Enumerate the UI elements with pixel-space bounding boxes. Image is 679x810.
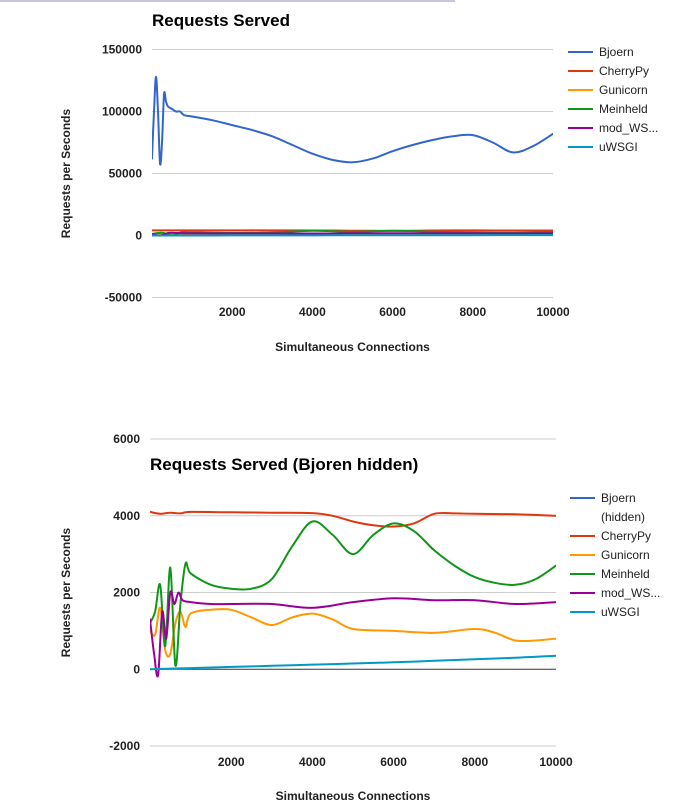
series-line-bjoern <box>152 75 553 166</box>
x-tick-label: 8000 <box>461 755 488 769</box>
y-tick-label: -50000 <box>105 291 143 305</box>
top-divider <box>0 0 455 2</box>
x-tick-label: 4000 <box>299 755 326 769</box>
legend-item-mod-ws[interactable]: mod_WS... <box>601 586 660 600</box>
y-tick-label: 100000 <box>102 105 142 119</box>
legend-item-bjoern[interactable]: Bjoern <box>599 45 634 59</box>
y-tick-label: 6000 <box>113 432 140 446</box>
x-axis-label: Simultaneous Connections <box>276 789 431 803</box>
x-tick-label: 10000 <box>539 755 573 769</box>
series-line-mod-ws <box>152 231 553 237</box>
legend-item-mod-ws[interactable]: mod_WS... <box>599 121 658 135</box>
series-line-gunicorn <box>150 606 556 658</box>
legend-item-gunicorn[interactable]: Gunicorn <box>599 83 648 97</box>
legend-item-meinheld[interactable]: Meinheld <box>601 567 650 581</box>
x-tick-label: 4000 <box>299 305 326 319</box>
x-tick-label: 6000 <box>379 305 406 319</box>
x-tick-label: 10000 <box>536 305 570 319</box>
series-line-uwsgi <box>150 654 556 671</box>
series-line-meinheld <box>150 520 556 667</box>
legend-item-uwsgi[interactable]: uWSGI <box>599 140 638 154</box>
y-axis-label: Requests per Seconds <box>59 527 73 657</box>
x-tick-label: 6000 <box>380 755 407 769</box>
legend-item-bjoern[interactable]: Bjoern <box>601 491 636 505</box>
chart-title: Requests Served (Bjoren hidden) <box>150 455 418 474</box>
chart-requests-served: Requests Served 150000 100000 50000 0 -50000 2… <box>59 11 658 354</box>
x-tick-label: 2000 <box>218 755 245 769</box>
y-tick-label: -2000 <box>109 739 140 753</box>
x-tick-label: 8000 <box>459 305 486 319</box>
x-tick-label: 2000 <box>219 305 246 319</box>
legend-item-cherrypy[interactable]: CherryPy <box>601 529 651 543</box>
y-tick-label: 50000 <box>109 167 143 181</box>
chart-requests-served-bjoren-hidden: Requests Served (Bjoren hidden) 6000 4000 2… <box>59 432 660 803</box>
y-axis-label: Requests per Seconds <box>59 108 73 238</box>
legend-item-uwsgi[interactable]: uWSGI <box>601 605 640 619</box>
y-tick-label: 0 <box>133 662 140 676</box>
series-line-mod-ws <box>150 590 556 678</box>
x-axis-label: Simultaneous Connections <box>275 340 430 354</box>
series-line-cherrypy <box>150 510 556 528</box>
chart-title: Requests Served <box>152 11 290 30</box>
legend-item-meinheld[interactable]: Meinheld <box>599 102 648 116</box>
y-tick-label: 4000 <box>113 509 140 523</box>
y-tick-label: 150000 <box>102 43 142 57</box>
y-tick-label: 0 <box>135 229 142 243</box>
legend-item-cherrypy[interactable]: CherryPy <box>599 64 649 78</box>
legend-item-bjoern-hidden-note: (hidden) <box>601 510 645 524</box>
y-tick-label: 2000 <box>113 586 140 600</box>
legend-item-gunicorn[interactable]: Gunicorn <box>601 548 650 562</box>
